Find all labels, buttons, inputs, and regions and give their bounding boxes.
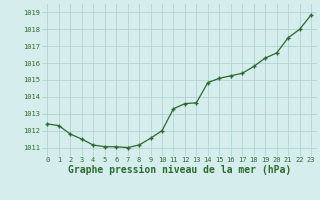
X-axis label: Graphe pression niveau de la mer (hPa): Graphe pression niveau de la mer (hPa) xyxy=(68,165,291,175)
